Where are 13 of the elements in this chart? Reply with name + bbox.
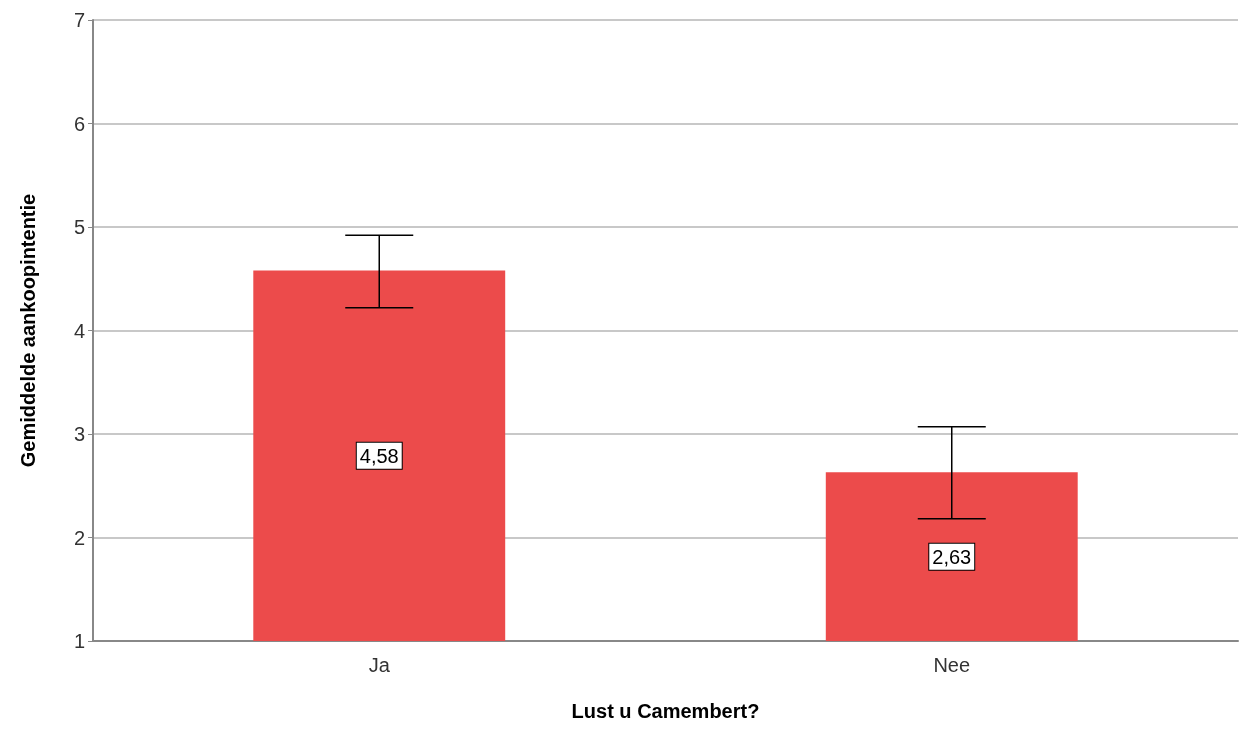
x-tick-label: Ja — [368, 654, 391, 676]
y-tick-label: 4 — [73, 319, 85, 342]
y-axis-title: Gemiddelde aankoopintentie — [17, 193, 39, 468]
y-tick-label: 7 — [73, 9, 85, 31]
data-label: 2,63 — [932, 545, 972, 568]
y-tick-label: 2 — [73, 526, 85, 549]
x-axis-title: Lust u Camembert? — [571, 700, 760, 722]
data-label: 4,58 — [359, 444, 399, 467]
y-tick-label: 6 — [73, 112, 85, 135]
y-tick-label: 3 — [73, 423, 85, 445]
y-tick-label: 1 — [73, 630, 85, 652]
x-tick-label: Nee — [933, 654, 971, 676]
y-tick-label: 5 — [73, 216, 85, 238]
